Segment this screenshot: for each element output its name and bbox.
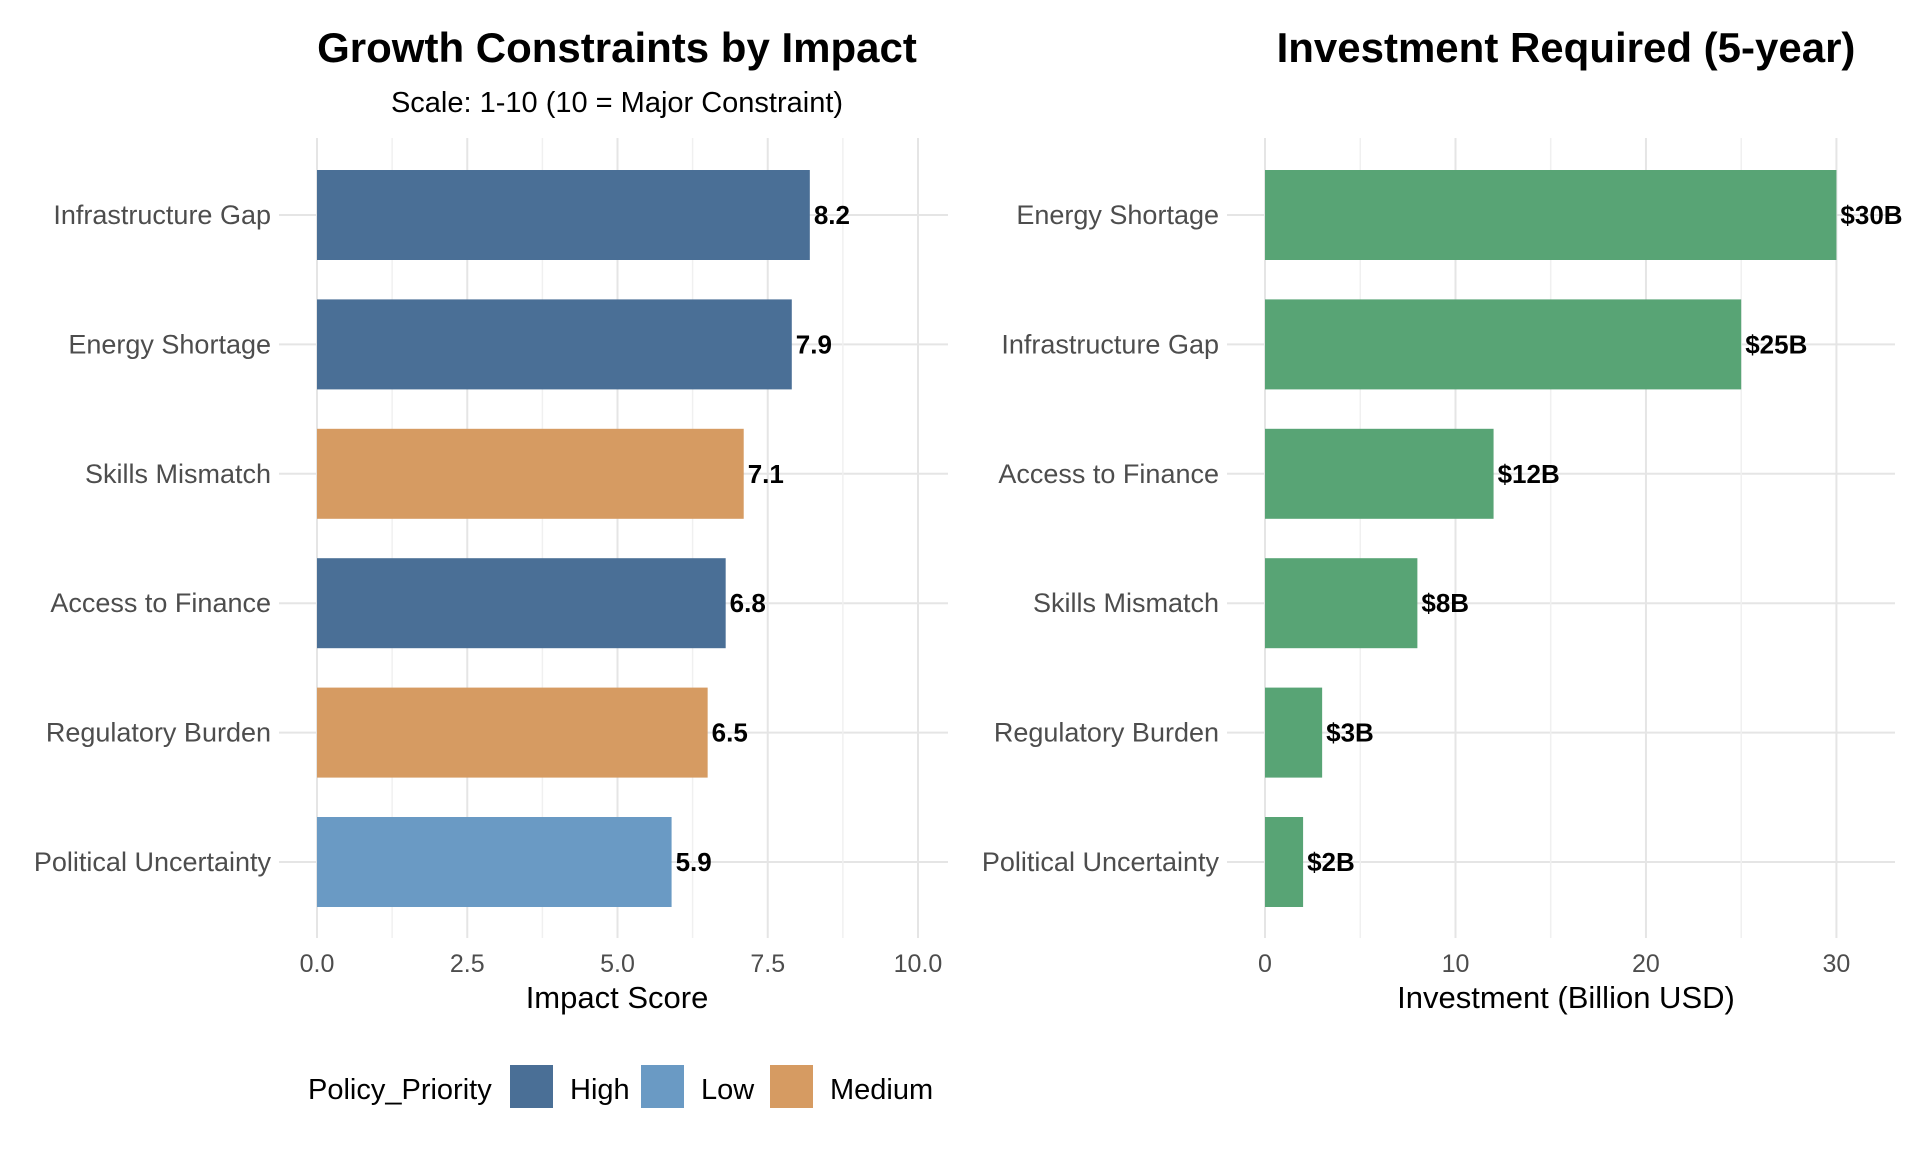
- legend-key-medium: [770, 1065, 813, 1108]
- investment-bar-skills-mismatch: [1265, 558, 1418, 649]
- investment-tick-label: 0: [1258, 950, 1272, 978]
- impact-bar-political-uncertainty: [317, 817, 672, 907]
- investment-category-labels: Energy Shortage Infrastructure Gap Access …: [982, 200, 1220, 877]
- investment-value-labels: $30B $25B $12B $8B $3B $2B: [1307, 200, 1902, 877]
- investment-value-label: $2B: [1307, 847, 1355, 877]
- impact-bar-access-to-finance: [317, 558, 726, 649]
- impact-value-label: 5.9: [676, 847, 712, 877]
- legend-key-low: [641, 1065, 684, 1108]
- impact-tick-label: 2.5: [450, 950, 485, 978]
- impact-value-label: 6.8: [730, 588, 766, 618]
- investment-value-label: $25B: [1745, 329, 1807, 359]
- investment-bar-political-uncertainty: [1265, 817, 1304, 907]
- impact-tick-label: 5.0: [600, 950, 635, 978]
- investment-category-label: Skills Mismatch: [1033, 588, 1219, 618]
- investment-value-label: $3B: [1326, 718, 1374, 748]
- legend-key-high: [510, 1065, 553, 1108]
- impact-category-label: Political Uncertainty: [34, 847, 272, 877]
- legend: Policy_Priority High Low Medium: [308, 1065, 933, 1108]
- investment-tick-label: 20: [1632, 950, 1660, 978]
- impact-panel: Growth Constraints by Impact Scale: 1-10…: [34, 24, 948, 1015]
- impact-tick-label: 10.0: [894, 950, 943, 978]
- investment-category-label: Energy Shortage: [1016, 200, 1219, 230]
- investment-value-label: $30B: [1840, 200, 1902, 230]
- investment-chart-title: Investment Required (5-year): [1277, 24, 1856, 71]
- impact-bar-energy-shortage: [317, 299, 792, 390]
- investment-category-label: Infrastructure Gap: [1001, 329, 1219, 359]
- investment-tick-labels: 0 10 20 30: [1258, 950, 1850, 978]
- investment-tick-label: 30: [1823, 950, 1851, 978]
- impact-chart-subtitle: Scale: 1-10 (10 = Major Constraint): [391, 87, 843, 119]
- investment-bar-access-to-finance: [1265, 428, 1494, 519]
- impact-value-label: 7.1: [748, 459, 784, 489]
- investment-category-label: Political Uncertainty: [982, 847, 1220, 877]
- investment-bar-infrastructure-gap: [1265, 299, 1742, 390]
- legend-title: Policy_Priority: [308, 1074, 492, 1106]
- investment-bars: [1265, 170, 1837, 907]
- investment-category-label: Access to Finance: [998, 459, 1219, 489]
- investment-x-axis-title: Investment (Billion USD): [1397, 980, 1735, 1015]
- impact-tick-label: 0.0: [300, 950, 335, 978]
- impact-category-label: Skills Mismatch: [85, 459, 271, 489]
- legend-label-low: Low: [701, 1074, 755, 1106]
- impact-bar-infrastructure-gap: [317, 170, 810, 260]
- impact-category-label: Regulatory Burden: [46, 718, 271, 748]
- impact-chart-title: Growth Constraints by Impact: [317, 24, 917, 71]
- investment-value-label: $8B: [1421, 588, 1469, 618]
- legend-items: High Low Medium: [510, 1065, 933, 1108]
- impact-value-label: 8.2: [814, 200, 850, 230]
- investment-bar-regulatory-burden: [1265, 687, 1323, 778]
- impact-category-labels: Infrastructure Gap Energy Shortage Skills …: [34, 200, 272, 877]
- investment-bar-energy-shortage: [1265, 170, 1837, 260]
- investment-value-label: $12B: [1498, 459, 1560, 489]
- investment-tick-label: 10: [1442, 950, 1470, 978]
- legend-label-medium: Medium: [830, 1074, 933, 1106]
- impact-category-label: Access to Finance: [50, 588, 271, 618]
- impact-x-axis-title: Impact Score: [526, 980, 709, 1015]
- legend-label-high: High: [570, 1074, 630, 1106]
- impact-value-label: 7.9: [796, 329, 832, 359]
- impact-bars: [317, 170, 810, 907]
- impact-tick-labels: 0.0 2.5 5.0 7.5 10.0: [300, 950, 943, 978]
- impact-category-label: Infrastructure Gap: [53, 200, 271, 230]
- impact-tick-label: 7.5: [750, 950, 785, 978]
- impact-value-label: 6.5: [712, 718, 748, 748]
- impact-bar-skills-mismatch: [317, 428, 744, 519]
- impact-value-labels: 8.2 7.9 7.1 6.8 6.5 5.9: [676, 200, 850, 877]
- investment-panel: Investment Required (5-year) Energy Shor…: [982, 24, 1903, 1015]
- impact-bar-regulatory-burden: [317, 687, 708, 778]
- impact-category-label: Energy Shortage: [68, 329, 271, 359]
- investment-category-label: Regulatory Burden: [994, 718, 1219, 748]
